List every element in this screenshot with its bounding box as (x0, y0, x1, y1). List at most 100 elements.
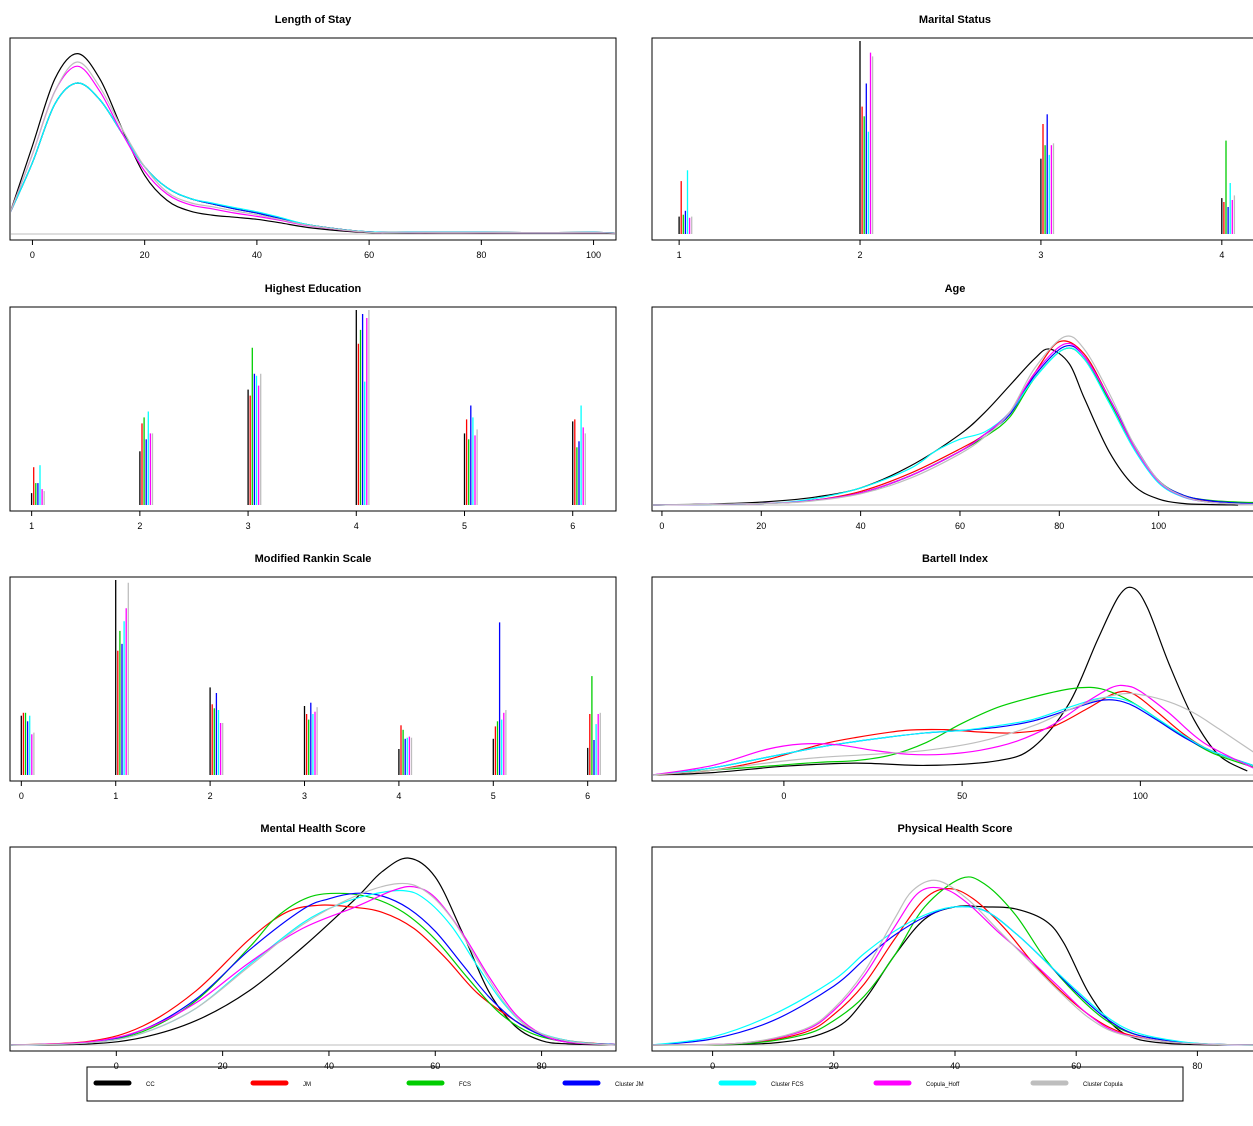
legend-entry: FCS (406, 1080, 471, 1088)
x-tick-label: 0 (710, 1061, 715, 1071)
x-tick-label: 60 (955, 521, 965, 531)
plot-frame (9, 576, 617, 782)
x-tick-label: 1 (677, 250, 682, 260)
plot-area: 1 2 3 4 (651, 37, 1253, 260)
x-tick-label: 100 (1151, 521, 1166, 531)
series-area (11, 53, 615, 235)
series-line-fcs (11, 82, 615, 234)
legend-entry: CC (93, 1080, 155, 1088)
x-tick-label: 3 (1038, 250, 1043, 260)
series-line-cluster-jm (653, 344, 1253, 506)
x-tick-label: 80 (1054, 521, 1064, 531)
plot-frame (651, 37, 1253, 241)
series-area (653, 876, 1253, 1046)
panel-age: Age 0 20 40 60 80 100 (651, 283, 1253, 531)
panel-title: Length of Stay (275, 14, 352, 26)
x-tick-label: 50 (957, 791, 967, 801)
x-tick-label: 6 (585, 791, 590, 801)
series-line-jm (653, 690, 1253, 776)
plot-frame (9, 37, 617, 241)
panel-title: Mental Health Score (260, 823, 365, 835)
x-tick-label: 0 (30, 250, 35, 260)
series-line-cluster-copula (653, 335, 1253, 506)
panel-modified-rankin-scale: Modified Rankin Scale 0 1 2 3 4 5 6 (9, 553, 617, 801)
series-area (678, 41, 1236, 234)
series-line-cluster-fcs (11, 889, 615, 1046)
x-tick-label: 60 (364, 250, 374, 260)
x-tick-label: 0 (659, 521, 664, 531)
x-tick-label: 40 (856, 521, 866, 531)
x-tick-label: 100 (1133, 791, 1148, 801)
legend-entry: Cluster FCS (718, 1080, 804, 1088)
panel-title: Physical Health Score (898, 823, 1013, 835)
legend-label: FCS (459, 1082, 471, 1088)
series-line-cluster-copula (11, 61, 615, 234)
plot-area: 0 20 40 60 80 100 (9, 37, 617, 260)
plot-area: 0 20 40 60 80 100 (651, 306, 1253, 531)
x-tick-label: 5 (491, 791, 496, 801)
series-area (653, 335, 1253, 506)
series-line-copula-hoff (653, 684, 1253, 776)
panel-mental-health-score: Mental Health Score 0 20 40 60 80 (9, 823, 617, 1071)
panel-title: Bartell Index (922, 553, 989, 565)
panel-title: Modified Rankin Scale (255, 553, 372, 565)
x-tick-label: 1 (29, 521, 34, 531)
series-line-copula-hoff (11, 885, 615, 1046)
x-tick-label: 6 (570, 521, 575, 531)
panel-physical-health-score: Physical Health Score 0 20 40 60 80 (651, 823, 1253, 1071)
plot-frame (651, 576, 1253, 782)
series-line-cluster-jm (11, 82, 615, 234)
legend-box (86, 1066, 1184, 1102)
legend-entry: Copula_Hoff (873, 1080, 960, 1088)
plot-area: 0 1 2 3 4 5 6 (9, 576, 617, 801)
series-line-copula-hoff (11, 65, 615, 234)
x-tick-label: 3 (302, 791, 307, 801)
series-line-cluster-jm (653, 905, 1253, 1046)
series-line-cc (653, 348, 1239, 506)
x-tick-label: 40 (252, 250, 262, 260)
legend-label: JM (303, 1082, 311, 1088)
x-tick-label: 20 (218, 1061, 228, 1071)
x-tick-label: 4 (396, 791, 401, 801)
series-line-copula-hoff (653, 886, 1253, 1046)
series-line-cluster-fcs (653, 906, 1253, 1046)
x-tick-label: 60 (1071, 1061, 1081, 1071)
series-line-jm (11, 82, 615, 234)
x-tick-label: 5 (462, 521, 467, 531)
x-tick-label: 1 (113, 791, 118, 801)
series-line-cc (653, 586, 1248, 776)
series-line-fcs (653, 347, 1253, 506)
series-line-cc (11, 53, 615, 235)
x-tick-label: 80 (1192, 1061, 1202, 1071)
series-line-cluster-jm (11, 892, 615, 1046)
x-tick-label: 20 (829, 1061, 839, 1071)
series-line-cluster-fcs (653, 347, 1253, 506)
series-line-cluster-copula (11, 882, 615, 1046)
series-line-cluster-copula (653, 879, 1253, 1046)
plot-frame (651, 846, 1253, 1052)
panel-marital-status: Marital Status 1 2 3 4 (651, 14, 1253, 260)
series-area (30, 310, 586, 505)
panel-title: Highest Education (265, 283, 362, 295)
x-tick-label: 20 (140, 250, 150, 260)
legend-entry: JM (250, 1080, 311, 1088)
panel-length-of-stay: Length of Stay 0 20 40 60 80 100 (9, 14, 617, 260)
x-tick-label: 100 (586, 250, 601, 260)
x-tick-label: 0 (19, 791, 24, 801)
series-area (11, 857, 615, 1046)
x-tick-label: 40 (324, 1061, 334, 1071)
x-tick-label: 0 (781, 791, 786, 801)
plot-area: 0 50 100 (651, 576, 1253, 801)
panel-highest-education: Highest Education 1 2 3 4 5 6 (9, 283, 617, 531)
series-line-cluster-copula (653, 692, 1253, 776)
series-line-cc (653, 905, 1253, 1046)
series-line-cc (11, 857, 615, 1046)
x-tick-label: 60 (430, 1061, 440, 1071)
plot-frame (9, 306, 617, 512)
x-tick-label: 0 (114, 1061, 119, 1071)
panel-title: Age (945, 283, 966, 295)
legend-label: Copula_Hoff (926, 1082, 960, 1088)
panel-bartell-index: Bartell Index 0 50 100 (651, 553, 1253, 801)
x-tick-label: 4 (354, 521, 359, 531)
x-tick-label: 20 (756, 521, 766, 531)
